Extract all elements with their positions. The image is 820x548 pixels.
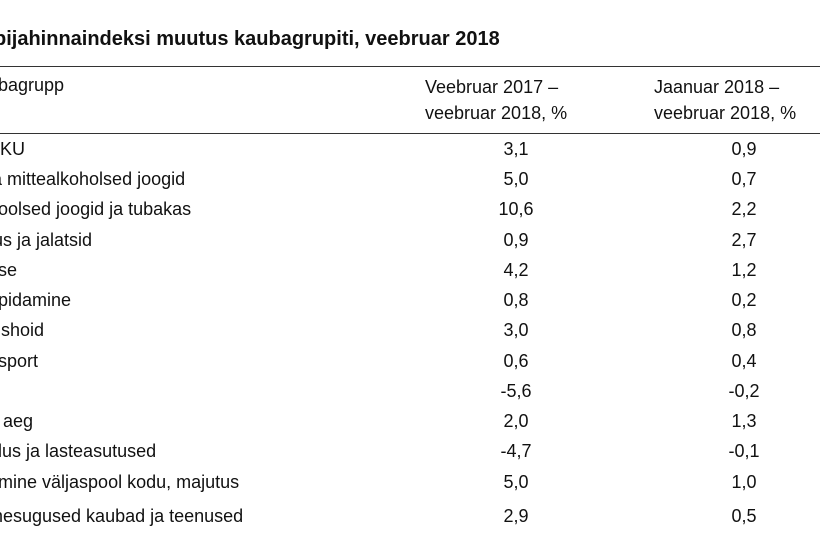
header-col1-line2: veebruar 2018, % — [425, 103, 568, 123]
table-row: apidamine 0,8 0,2 — [0, 289, 820, 319]
table-row: hoolsed joogid ja tubakas 10,6 2,2 — [0, 198, 820, 228]
row-group-name: idus ja lasteasutused — [0, 441, 157, 461]
table-row: vishoid 3,0 0,8 — [0, 319, 820, 349]
row-value-monthly: 0,7 — [731, 169, 757, 189]
row-value-annual: 5,0 — [503, 472, 529, 492]
row-value-annual: 10,6 — [498, 199, 534, 219]
row-value-monthly: 0,2 — [731, 290, 757, 310]
header-col1: Veebruar 2017 – veebruar 2018, % — [425, 74, 567, 126]
row-group-name: mesugused kaubad ja teenused — [0, 506, 244, 526]
table-row: ja mittealkoholsed joogid 5,0 0,7 — [0, 168, 820, 198]
row-value-monthly: 2,2 — [731, 199, 757, 219]
row-value-annual: 0,8 — [503, 290, 529, 310]
header-col2-line2: veebruar 2018, % — [654, 103, 797, 123]
row-value-annual: 5,0 — [503, 169, 529, 189]
row-value-monthly: 0,9 — [731, 139, 757, 159]
row-value-monthly: 1,2 — [731, 260, 757, 280]
table-row: nsport 0,6 0,4 — [0, 350, 820, 380]
table-header-rule — [0, 133, 820, 134]
row-value-monthly: -0,1 — [728, 441, 760, 461]
row-value-annual: 0,6 — [503, 351, 529, 371]
row-group-name: tus ja jalatsid — [0, 230, 93, 250]
table-row: KKU 3,1 0,9 — [0, 138, 820, 168]
row-group-name: KKU — [0, 139, 26, 159]
table-row: mesugused kaubad ja teenused 2,9 0,5 — [0, 505, 820, 535]
row-value-monthly: 1,3 — [731, 411, 757, 431]
table-row: tus ja jalatsid 0,9 2,7 — [0, 229, 820, 259]
row-group-name: nsport — [0, 351, 39, 371]
row-group-name: apidamine — [0, 290, 72, 310]
header-col1-line1: Veebruar 2017 – — [425, 77, 559, 97]
row-group-name: omine väljaspool kodu, majutus — [0, 472, 240, 492]
row-value-monthly: 0,8 — [731, 320, 757, 340]
table-row: a aeg 2,0 1,3 — [0, 410, 820, 440]
row-value-annual: 3,1 — [503, 139, 529, 159]
row-value-annual: 2,9 — [503, 506, 529, 526]
table-row: ase 4,2 1,2 — [0, 259, 820, 289]
row-value-monthly: 1,0 — [731, 472, 757, 492]
row-group-name: vishoid — [0, 320, 45, 340]
row-group-name: ase — [0, 260, 18, 280]
table-row: omine väljaspool kodu, majutus 5,0 1,0 — [0, 471, 820, 501]
row-group-name: hoolsed joogid ja tubakas — [0, 199, 192, 219]
row-value-annual: -4,7 — [500, 441, 532, 461]
row-value-monthly: 0,4 — [731, 351, 757, 371]
table-title: bijahinnaindeksi muutus kaubagrupiti, ve… — [0, 28, 500, 50]
row-value-annual: 3,0 — [503, 320, 529, 340]
row-value-annual: 0,9 — [503, 230, 529, 250]
table-row: idus ja lasteasutused -4,7 -0,1 — [0, 440, 820, 470]
row-value-annual: -5,6 — [500, 381, 532, 401]
header-col2: Jaanuar 2018 – veebruar 2018, % — [654, 74, 796, 126]
row-value-annual: 4,2 — [503, 260, 529, 280]
row-value-monthly: -0,2 — [728, 381, 760, 401]
row-value-monthly: 2,7 — [731, 230, 757, 250]
header-group: ubagrupp — [0, 75, 65, 95]
table-top-rule — [0, 66, 820, 67]
row-group-name: a aeg — [0, 411, 34, 431]
row-value-monthly: 0,5 — [731, 506, 757, 526]
row-value-annual: 2,0 — [503, 411, 529, 431]
row-group-name: ja mittealkoholsed joogid — [0, 169, 186, 189]
table-row: e -5,6 -0,2 — [0, 380, 820, 410]
header-col2-line1: Jaanuar 2018 – — [654, 77, 780, 97]
